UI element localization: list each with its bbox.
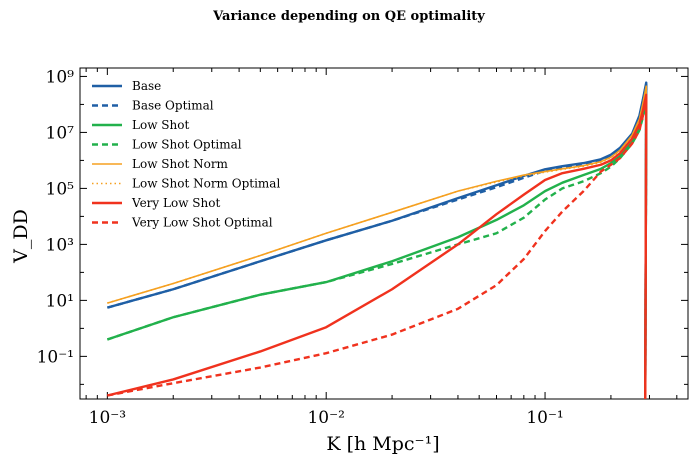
plot-frame: [79, 67, 689, 400]
legend-label: Very Low Shot: [131, 196, 220, 210]
legend-label: Low Shot Optimal: [132, 138, 242, 152]
series-line-very-low-shot-optimal: [107, 98, 648, 400]
y-tick-label: 10⁹: [46, 67, 75, 87]
y-axis-label: V_DD: [10, 209, 32, 264]
series-line-low-shot-norm-optimal: [107, 86, 648, 400]
x-axis-label: K [h Mpc⁻¹]: [326, 433, 439, 455]
series-line-low-shot-optimal: [106, 101, 648, 400]
legend-label: Low Shot Norm Optimal: [132, 177, 280, 191]
legend-label: Low Shot Norm: [132, 157, 229, 171]
legend: Base Base Optimal Low Shot Low Shot Optimal…: [92, 79, 280, 230]
y-tick-label: 10¹: [46, 291, 74, 311]
legend-label: Base Optimal: [132, 99, 214, 113]
chart-title: Variance depending on QE optimality: [212, 9, 485, 24]
series-line-very-low-shot: [107, 93, 648, 400]
legend-label: Base: [132, 79, 161, 93]
y-tick-label: 10⁷: [46, 123, 75, 143]
y-tick-label: 10³: [46, 235, 74, 255]
y-tick-label: 10⁻¹: [37, 347, 74, 367]
axis-ticks: 10⁻³ 10⁻² 10⁻¹ 10⁻¹ 10¹ 10³ 10⁵ 10⁷ 10⁹: [37, 67, 688, 428]
legend-label: Very Low Shot Optimal: [131, 216, 273, 230]
x-tick-label: 10⁻¹: [526, 408, 563, 428]
y-tick-label: 10⁵: [46, 179, 75, 199]
series-line-low-shot-norm: [107, 85, 648, 400]
legend-label: Low Shot: [132, 118, 189, 132]
series-layer: [106, 81, 648, 400]
plot-area: [79, 67, 689, 400]
x-tick-label: 10⁻³: [89, 408, 126, 428]
x-tick-label: 10⁻²: [307, 408, 344, 428]
